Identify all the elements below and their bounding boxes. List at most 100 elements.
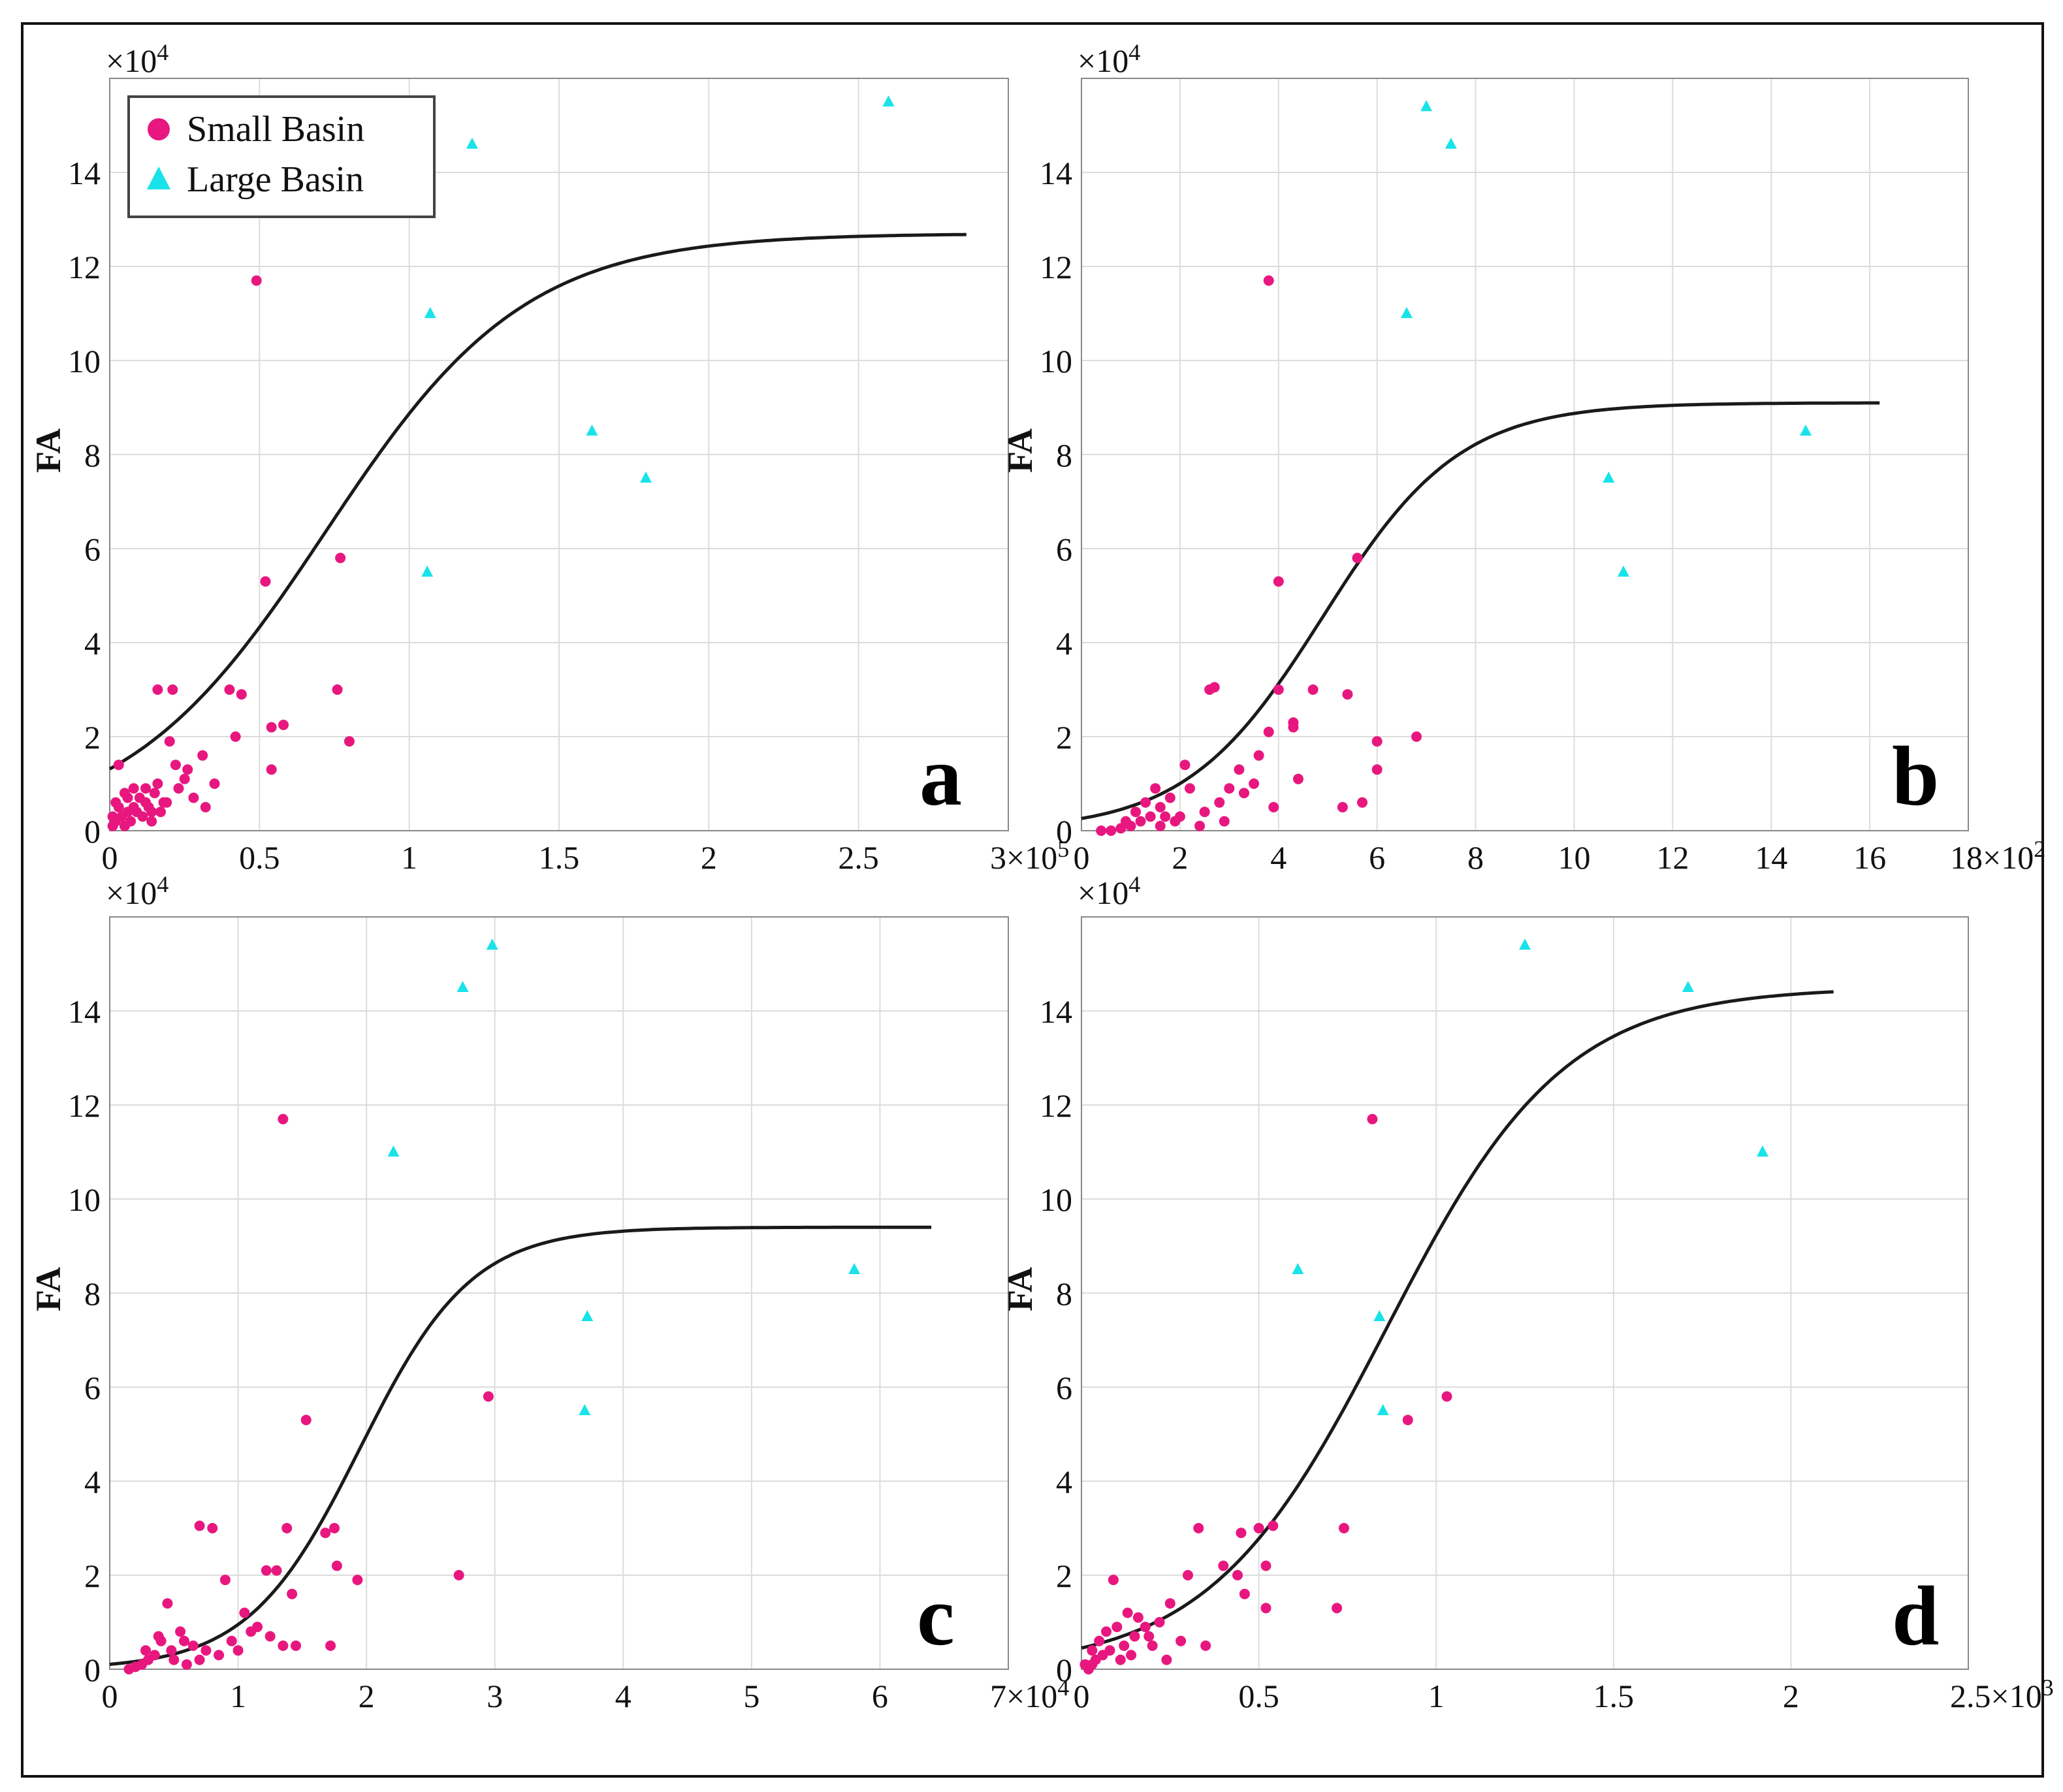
panel-a-small-basin-point: [179, 773, 190, 784]
panel-b-small-basin-point: [1145, 811, 1156, 822]
panel-d-small-basin-point: [1140, 1622, 1151, 1633]
panel-b-small-basin-point: [1371, 736, 1383, 747]
panel-c-small-basin-point: [278, 1640, 289, 1651]
panel-b-letter: b: [1892, 729, 1939, 824]
panel-d-small-basin-point: [1087, 1645, 1098, 1656]
panel-a-frame: [109, 78, 1009, 831]
panel-a-xtick-label: 3×105: [990, 836, 1069, 876]
panel-b-small-basin-point: [1219, 816, 1230, 827]
panel-c-xtick-label: 6: [872, 1678, 888, 1714]
panel-c-frame: [109, 916, 1009, 1670]
panel-a-small-basin-point: [146, 816, 157, 827]
panel-a-y-multiplier: ×104: [106, 39, 168, 79]
panel-c-small-basin-point: [179, 1635, 190, 1646]
panel-a-small-basin-point: [236, 689, 247, 700]
panel-b-ytick-label: 0: [1056, 813, 1072, 850]
panel-a-small-basin-point: [152, 684, 163, 695]
panel-b-small-basin-point: [1263, 275, 1274, 286]
panel-d-small-basin-point: [1094, 1635, 1105, 1646]
panel-b-xtick-label: 0: [1074, 839, 1090, 876]
panel-d-large-basin-point: [1756, 1145, 1768, 1157]
panel-c-small-basin-point: [281, 1523, 293, 1533]
panel-c-xtick-label: 2: [359, 1678, 375, 1714]
panel-d-small-basin-point: [1338, 1523, 1349, 1533]
panel-c-small-basin-point: [453, 1570, 464, 1580]
panel-b-ytick-label: 4: [1056, 625, 1072, 662]
panel-d-large-basin-point: [1373, 1310, 1386, 1321]
panel-a-small-basin-point: [335, 552, 346, 564]
panel-b-small-basin-point: [1249, 778, 1260, 789]
panel-a-small-basin-point: [128, 783, 139, 794]
panel-d-ytick-label: 14: [1040, 993, 1072, 1030]
panel-a-ytick-label: 6: [84, 531, 101, 568]
panel-a-ytick-label: 2: [84, 719, 101, 756]
panel-b-small-basin-point: [1411, 731, 1422, 742]
panel-b-small-basin-point: [1273, 576, 1284, 587]
legend-small-label: Small Basin: [187, 109, 364, 150]
panel-a-ytick-label: 12: [68, 249, 101, 285]
panel-d-xtick-label: 2: [1783, 1678, 1799, 1714]
panel-b-fit-curve: [1081, 401, 1880, 820]
panel-a-ytick-label: 8: [84, 437, 101, 473]
panel-b-grid: [1081, 78, 1969, 831]
panel-a-letter: a: [920, 729, 962, 824]
panel-d-small-basin-point: [1367, 1113, 1378, 1125]
panel-d-fit-curve: [1081, 990, 1834, 1650]
panel-a-grid: [109, 78, 1009, 831]
panel-c-ytick-label: 14: [68, 993, 101, 1030]
panel-a-small-basin-point: [140, 783, 152, 794]
panel-b-xtick-label: 14: [1755, 839, 1787, 876]
panel-c-large-basin-point: [486, 938, 498, 950]
panel-c-small-basin-point: [239, 1607, 250, 1618]
panel-b-ytick-label: 6: [1056, 531, 1072, 568]
panel-c-small-basin-point: [153, 1631, 164, 1642]
panel-b-small-basin-point: [1179, 760, 1191, 771]
panel-a-small-basin-point: [266, 764, 277, 775]
panel-c-small-basin-point: [140, 1645, 152, 1656]
panel-d-small-basin-point: [1260, 1603, 1271, 1614]
panel-b-small-basin-point: [1352, 552, 1363, 564]
panel-a-small-basin-point: [197, 750, 208, 761]
panel-a-small-basin-point: [140, 797, 152, 808]
panel-d-small-basin-point: [1143, 1631, 1155, 1642]
panel-b-small-basin-point: [1155, 802, 1166, 812]
panel-a-small-basin-point: [209, 778, 220, 789]
legend-large-marker: [147, 167, 170, 189]
panel-a-xtick-label: 1: [401, 839, 417, 876]
panel-b-small-basin-point: [1140, 797, 1151, 808]
panel-a-small-basin-point: [173, 783, 184, 794]
panel-b-large-basin-point: [1603, 472, 1615, 483]
panel-c-xtick-label: 5: [743, 1678, 760, 1714]
panel-c-small-basin-point: [200, 1645, 212, 1656]
panel-b-small-basin-point: [1234, 764, 1245, 775]
panel-b-xtick-label: 2: [1172, 839, 1188, 876]
panel-d-large-basin-point: [1377, 1404, 1389, 1415]
panel-b-ylabel: FA: [1000, 428, 1040, 473]
panel-c-large-basin-point: [581, 1310, 594, 1321]
panel-a-small-basin-point: [344, 736, 355, 747]
panel-d-small-basin-point: [1232, 1570, 1243, 1580]
panel-d-small-basin-point: [1253, 1523, 1264, 1533]
panel-d-small-basin-point: [1115, 1654, 1126, 1665]
panel-b-small-basin-point: [1135, 816, 1146, 827]
panel-a-small-basin-point: [113, 760, 124, 771]
panel-d-small-basin-point: [1164, 1598, 1175, 1609]
panel-b-small-basin-point: [1268, 802, 1279, 812]
panel-b-small-basin-point: [1342, 689, 1353, 700]
panel-c-small-basin-point: [278, 1113, 289, 1125]
panel-a-ytick-label: 4: [84, 625, 101, 662]
panel-c-small-basin-point: [194, 1520, 205, 1531]
panel-d-large-basin-point: [1292, 1263, 1304, 1274]
panel-d-small-basin-point: [1402, 1415, 1413, 1426]
panel-a-small-basin-point: [278, 720, 289, 730]
panel-b-xtick-label: 18×102: [1950, 836, 2045, 876]
panel-a-xtick-label: 2: [701, 839, 717, 876]
panel-c-small-basin-point: [232, 1645, 244, 1656]
panel-a-large-basin-point: [586, 424, 598, 436]
panel-d-small-basin-point: [1122, 1607, 1133, 1618]
panel-b-small-basin-point: [1253, 750, 1264, 761]
panel-c-small-basin-point: [219, 1575, 231, 1586]
panel-c-ytick-label: 0: [84, 1652, 101, 1688]
panel-c-small-basin-point: [181, 1659, 192, 1670]
panel-b-xtick-label: 8: [1467, 839, 1484, 876]
